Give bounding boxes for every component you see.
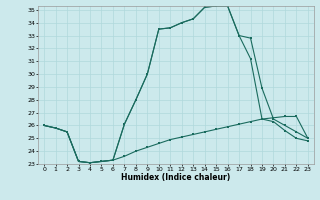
X-axis label: Humidex (Indice chaleur): Humidex (Indice chaleur) [121,173,231,182]
